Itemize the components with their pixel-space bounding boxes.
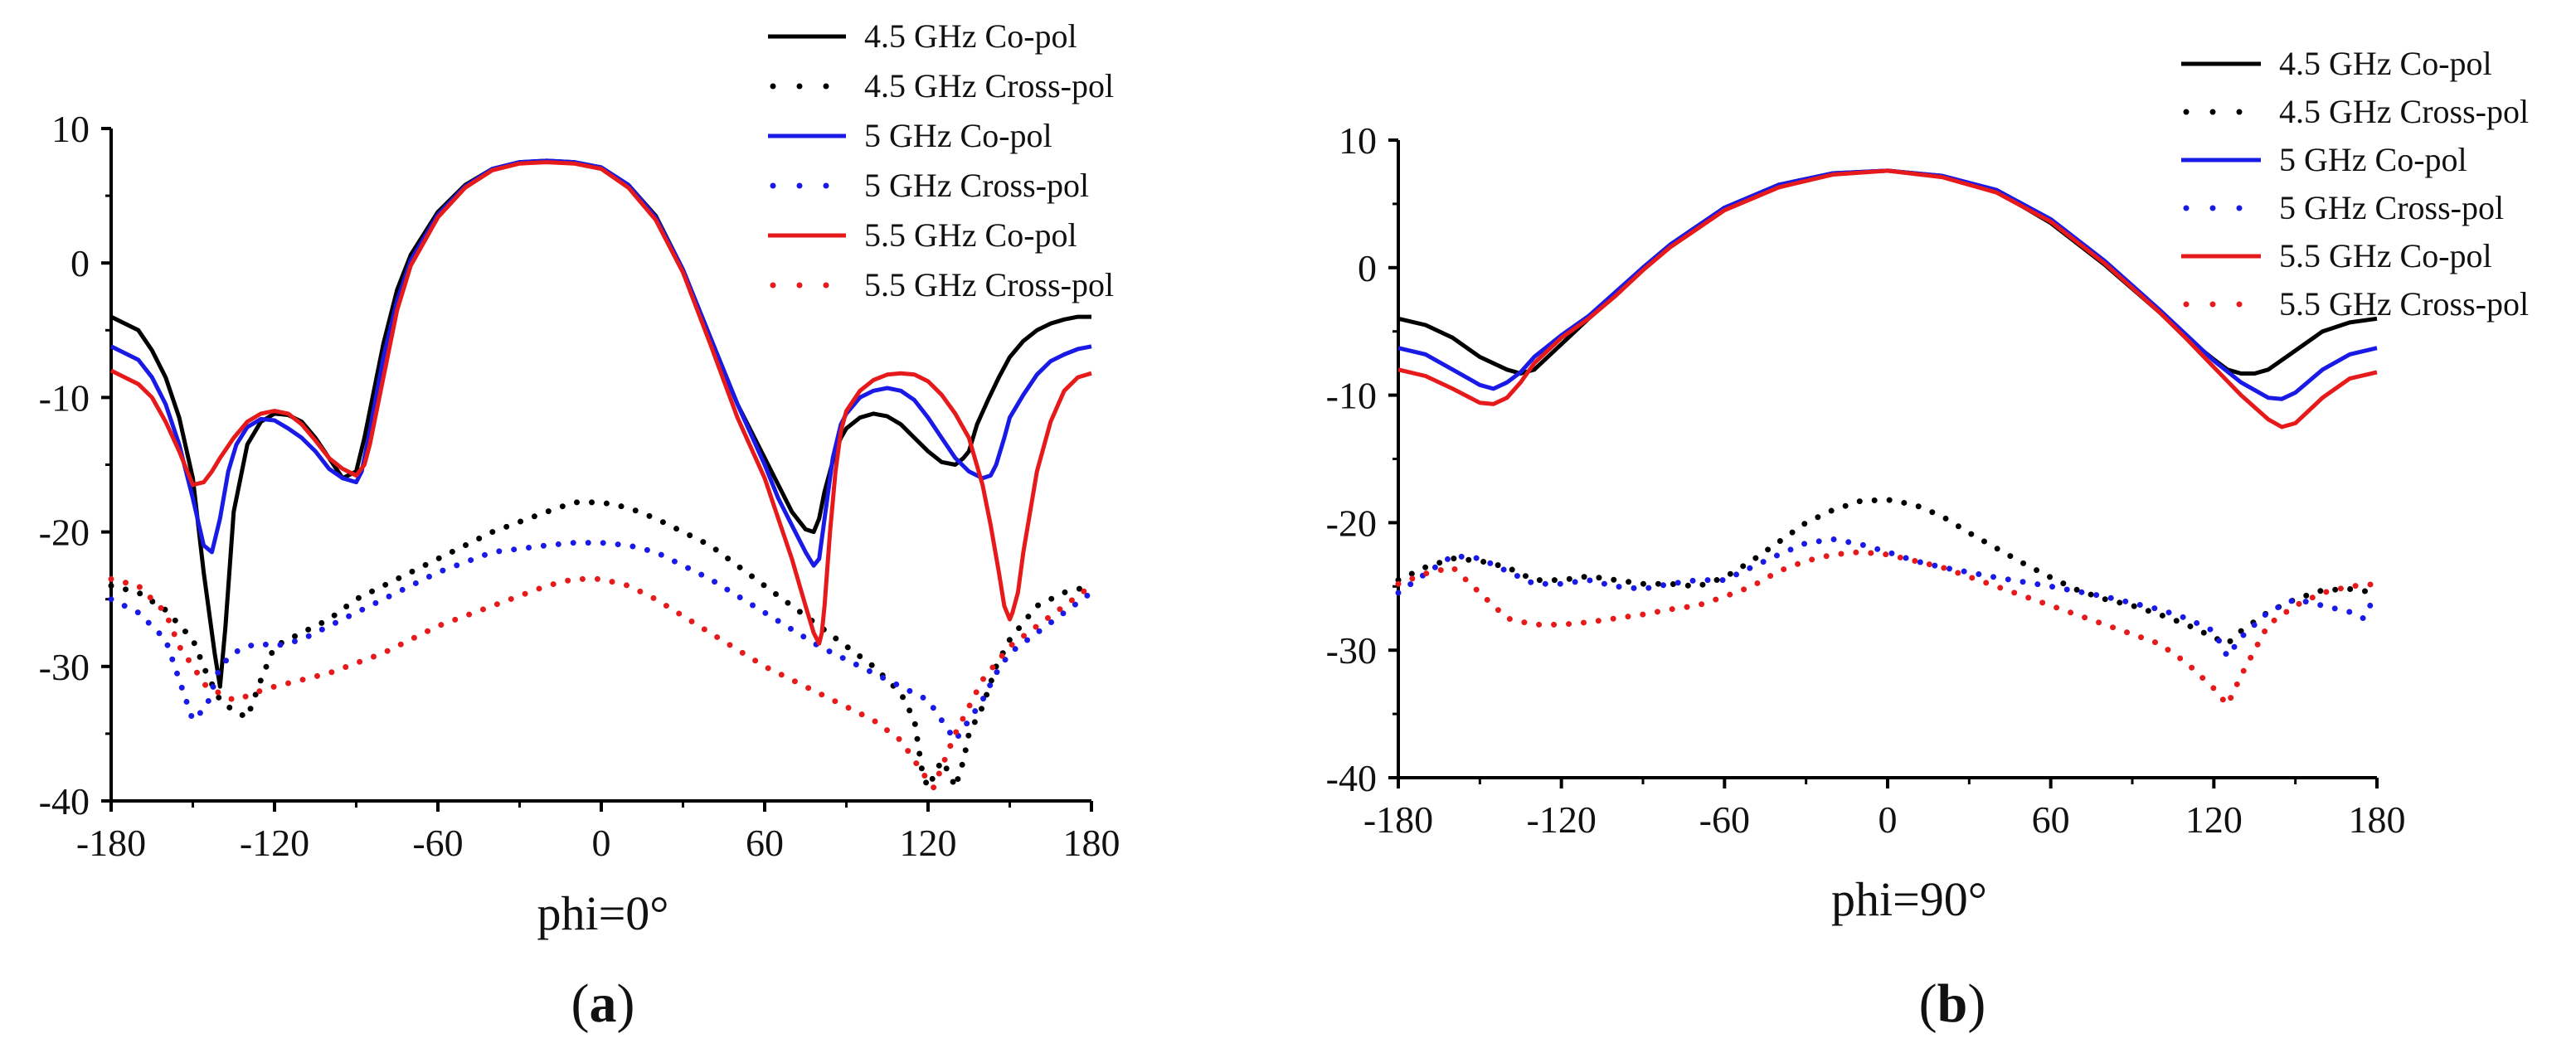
x-axis-title-b: phi=90° <box>1831 872 1987 926</box>
x-tick-label-b: 60 <box>2032 798 2070 841</box>
series-line-5-5-ghz-cross-pol-a <box>108 575 1095 791</box>
x-tick-label-b: 0 <box>1879 798 1898 841</box>
legend-label-4-5-ghz-co-pol-a: 4.5 GHz Co-pol <box>864 17 1077 55</box>
legend-label-5-5-ghz-co-pol-b: 5.5 GHz Co-pol <box>2279 237 2492 274</box>
x-tick-label-a: -120 <box>240 822 309 864</box>
series-line-5-5-ghz-cross-pol-b <box>1395 549 2380 708</box>
x-tick-label-a: -60 <box>412 822 463 864</box>
legend-label-5-5-ghz-co-pol-a: 5.5 GHz Co-pol <box>864 216 1077 254</box>
series-line-4-5-ghz-cross-pol-b <box>1395 497 2380 647</box>
x-tick-label-b: 180 <box>2349 798 2406 841</box>
legend-label-5-ghz-cross-pol-a: 5 GHz Cross-pol <box>864 167 1089 204</box>
panel-label-b: (b) <box>1919 973 1986 1034</box>
y-tick-label-a: -40 <box>39 780 90 822</box>
series-line-5-ghz-cross-pol-b <box>1395 536 2380 660</box>
y-tick-label-b: -40 <box>1326 757 1377 799</box>
legend-label-4-5-ghz-co-pol-b: 4.5 GHz Co-pol <box>2279 45 2492 82</box>
y-tick-label-b: -10 <box>1326 375 1377 417</box>
x-tick-label-a: 120 <box>900 822 957 864</box>
x-tick-label-a: -180 <box>76 822 146 864</box>
chart-panel-a: 10 0 -10 -20 -30 -40-180 -120 -60 0 60 120 180 4.5 … <box>39 17 1120 1034</box>
x-tick-label-a: 60 <box>746 822 784 864</box>
y-tick-label-a: 10 <box>51 108 90 150</box>
legend-label-4-5-ghz-cross-pol-a: 4.5 GHz Cross-pol <box>864 67 1114 104</box>
y-tick-label-b: 0 <box>1358 247 1377 289</box>
legend-label-5-5-ghz-cross-pol-b: 5.5 GHz Cross-pol <box>2279 285 2529 323</box>
legend-label-4-5-ghz-cross-pol-b: 4.5 GHz Cross-pol <box>2279 93 2529 130</box>
x-tick-label-b: -60 <box>1699 798 1750 841</box>
legend-label-5-ghz-co-pol-b: 5 GHz Co-pol <box>2279 141 2467 178</box>
series-line-4-5-ghz-co-pol-b <box>1397 168 2378 376</box>
series-line-5-5-ghz-co-pol-a <box>109 160 1092 646</box>
y-tick-label-b: -30 <box>1326 629 1377 672</box>
legend-label-5-ghz-cross-pol-b: 5 GHz Cross-pol <box>2279 189 2504 226</box>
y-tick-label-a: -20 <box>39 512 90 554</box>
y-tick-label-a: -10 <box>39 376 90 419</box>
series-group-b <box>1395 168 2380 708</box>
axes-b: 10 0 -10 -20 -30 -40-180 -120 -60 0 60 120 180 <box>1326 119 2406 841</box>
x-tick-label-a: 0 <box>592 822 611 864</box>
x-axis-title-a: phi=0° <box>537 886 668 940</box>
series-group-a <box>108 158 1095 791</box>
x-tick-label-b: -180 <box>1363 798 1433 841</box>
legend-label-5-5-ghz-cross-pol-a: 5.5 GHz Cross-pol <box>864 266 1114 303</box>
y-tick-label-a: -30 <box>39 646 90 688</box>
legend-label-5-ghz-co-pol-a: 5 GHz Co-pol <box>864 117 1052 154</box>
legend-b: 4.5 GHz Co-pol 4.5 GHz Cross-pol 5 GHz Co-… <box>2181 45 2529 323</box>
y-tick-label-a: 0 <box>70 242 90 284</box>
x-tick-label-a: 180 <box>1063 822 1120 864</box>
series-line-5-ghz-co-pol-b <box>1397 168 2378 401</box>
series-line-4-5-ghz-cross-pol-a <box>108 499 1095 791</box>
panel-label-a: (a) <box>571 973 635 1034</box>
legend-a: 4.5 GHz Co-pol 4.5 GHz Cross-pol 5 GHz Co-… <box>768 17 1114 303</box>
series-line-5-5-ghz-co-pol-b <box>1397 168 2378 429</box>
x-tick-label-b: 120 <box>2185 798 2243 841</box>
series-line-5-ghz-cross-pol-a <box>108 540 1095 744</box>
chart-panel-b: 10 0 -10 -20 -30 -40-180 -120 -60 0 60 120 180 4.5 … <box>1326 45 2529 1034</box>
y-tick-label-b: -20 <box>1326 502 1377 544</box>
axes-a: 10 0 -10 -20 -30 -40-180 -120 -60 0 60 120 180 <box>39 108 1120 864</box>
y-tick-label-b: 10 <box>1339 119 1377 162</box>
x-tick-label-b: -120 <box>1527 798 1597 841</box>
